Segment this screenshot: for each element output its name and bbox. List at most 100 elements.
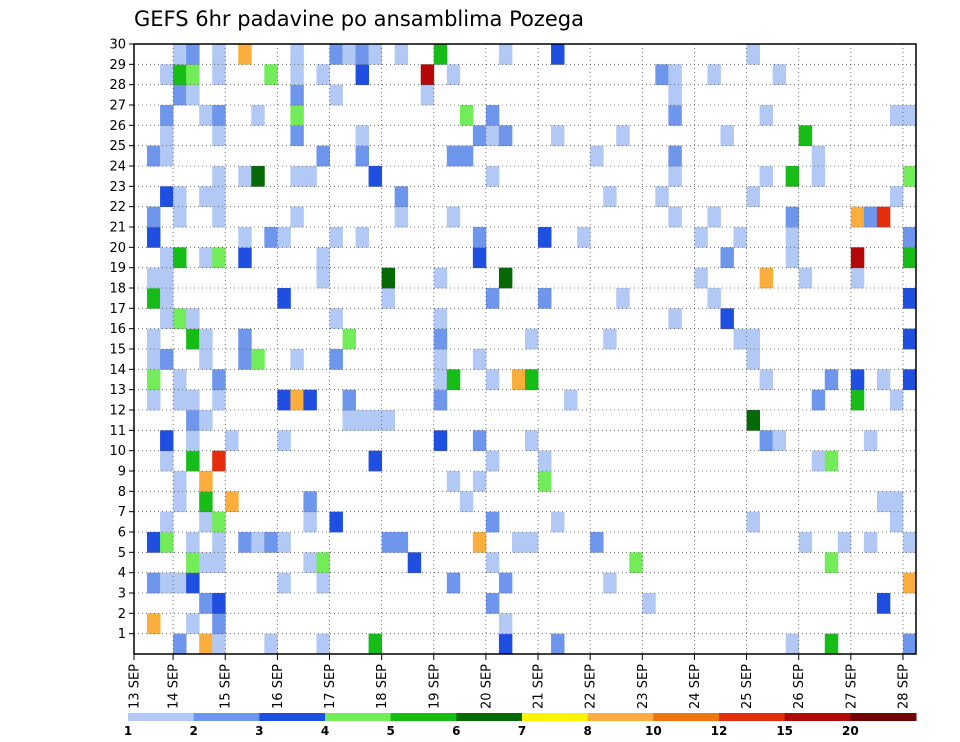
heatmap-cell [459,145,474,167]
heatmap-cell [472,349,487,370]
heatmap-cell [160,64,174,86]
legend-swatch [390,713,457,721]
legend-label: 6 [452,724,460,738]
heatmap-cell [381,532,396,553]
heatmap-cell [746,410,760,431]
heatmap-cell [655,64,669,86]
heatmap-cell [720,247,734,269]
y-tick-label: 25 [109,139,126,154]
heatmap-cell [173,206,187,228]
heatmap-cell [212,552,226,574]
heatmap-cell [355,125,369,147]
heatmap-cell [381,288,396,309]
heatmap-cell [290,84,304,106]
legend-label: 20 [842,724,859,738]
heatmap-cell [199,410,213,431]
heatmap-cell [811,450,826,472]
heatmap-cell [160,267,174,289]
heatmap-cell [485,511,500,533]
heatmap-cell [186,430,200,452]
heatmap-cell [186,572,200,594]
heatmap-cell [342,328,356,350]
heatmap-cell [173,369,187,391]
heatmap-cell [485,105,500,126]
heatmap-cell [212,511,226,533]
x-tick-label: 15 SEP [219,664,234,709]
heatmap-cell [485,593,500,614]
heatmap-cell [212,247,226,269]
heatmap-cell [655,186,669,208]
heatmap-cell [147,227,161,248]
heatmap-cell [342,44,356,65]
heatmap-cell [225,491,239,513]
heatmap-cell [876,206,891,228]
heatmap-cell [707,288,721,309]
heatmap-cell [772,430,787,452]
heatmap-cell [394,206,409,228]
heatmap-cell [837,532,852,553]
heatmap-cell [186,64,200,86]
y-tick-label: 11 [109,424,126,439]
heatmap-cell [498,613,513,635]
color-legend: 1 2 3 4 5 6 7 8 10 12 15 20 [124,713,917,738]
heatmap-cell [668,166,682,187]
legend-swatch [259,713,326,721]
heatmap-cell [511,369,526,391]
heatmap-cell [902,105,917,126]
heatmap-cell [212,206,226,228]
y-tick-label: 29 [109,58,126,73]
heatmap-cell [290,125,304,147]
legend-label: 10 [645,724,662,738]
heatmap-cell [485,552,500,574]
heatmap-cell [160,450,174,472]
y-tick-label: 1 [118,627,126,642]
heatmap-cell [902,328,917,350]
heatmap-cell [147,288,161,309]
heatmap-cell [785,633,800,655]
heatmap-cell [277,532,291,553]
heatmap-cell [212,105,226,126]
x-tick-label: 27 SEP [844,664,859,709]
heatmap-cell [238,328,252,350]
heatmap-cell [785,227,800,248]
y-tick-label: 3 [118,587,126,602]
heatmap-cell [498,125,513,147]
heatmap-cell [889,186,904,208]
heatmap-cell [199,186,213,208]
heatmap-cell [186,410,200,431]
heatmap-cell [564,389,578,411]
legend-swatch [456,713,523,721]
x-tick-label: 13 SEP [128,664,143,709]
heatmap-cell [525,369,539,391]
heatmap-cell [160,288,174,309]
heatmap-cell [850,206,865,228]
heatmap-cell [433,430,448,452]
heatmap-cell [290,349,304,370]
heatmap-cell [212,369,226,391]
heatmap-cell [199,105,213,126]
heatmap-cell [668,105,682,126]
heatmap-cell [590,145,604,167]
heatmap-cell [733,328,747,350]
heatmap-cell [199,593,213,614]
heatmap-cell [902,532,917,553]
heatmap-cell [720,308,734,330]
heatmap-cell [173,308,187,330]
legend-swatch [128,713,195,721]
x-tick-label: 26 SEP [792,664,807,709]
heatmap-cell [902,166,917,187]
heatmap-cell [863,532,878,553]
heatmap-cell [603,572,617,594]
x-tick-label: 28 SEP [896,664,911,709]
heatmap-cell [616,288,630,309]
heatmap-cell [199,328,213,350]
heatmap-cell [199,633,213,655]
y-tick-label: 23 [109,180,126,195]
heatmap-cell [798,125,813,147]
heatmap-cell [525,532,539,553]
heatmap-cell [199,349,213,370]
y-tick-label: 21 [109,221,126,236]
heatmap-cell [277,288,291,309]
heatmap-cell [316,64,330,86]
heatmap-cell [147,532,161,553]
